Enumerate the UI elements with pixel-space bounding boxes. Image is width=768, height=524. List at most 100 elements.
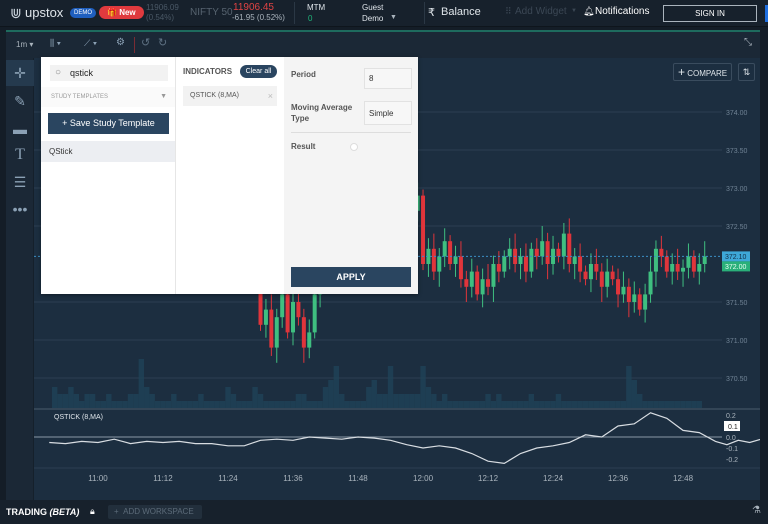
volume-bar xyxy=(696,401,702,408)
candle-body xyxy=(681,267,686,272)
candle-type-icon[interactable]: ⫼ ▾ xyxy=(50,38,62,48)
volume-bar xyxy=(561,401,567,408)
study-dialog: ○ qstick STUDY TEMPLATES ▼ + Save Study … xyxy=(41,57,418,294)
time-tick-label: 11:48 xyxy=(348,474,368,483)
brand-name: upstox xyxy=(25,5,64,20)
candle-body xyxy=(285,294,290,333)
candle-body xyxy=(475,271,480,295)
divider xyxy=(424,2,425,24)
volume-bar xyxy=(51,387,58,408)
more-tools[interactable]: ••• xyxy=(6,196,34,222)
candle-body xyxy=(437,256,442,272)
new-button[interactable]: 🎁 New xyxy=(99,6,144,19)
volume-bar xyxy=(582,401,589,408)
volume-bar xyxy=(111,401,117,408)
price-tick-label: 370.50 xyxy=(726,376,748,383)
candle-body xyxy=(540,241,545,257)
period-label: Period xyxy=(291,70,316,79)
candle-body xyxy=(274,317,279,348)
add-workspace-button[interactable]: + ADD WORKSPACE xyxy=(108,505,202,519)
notifications-button[interactable]: 🔔︎ Notifications xyxy=(583,5,659,21)
volume-bar xyxy=(441,394,448,408)
price-tick-label: 374.00 xyxy=(726,110,748,117)
volume-bar xyxy=(252,387,258,408)
clear-all-button[interactable]: Clear all xyxy=(240,65,277,78)
candle-body xyxy=(486,279,491,287)
candle-body xyxy=(545,241,550,264)
period-input[interactable]: 8 xyxy=(364,68,412,89)
volume-bar xyxy=(246,401,253,408)
drawing-tool-sidebar: ✛ ✎ ▬ T ☰ ••• xyxy=(6,58,34,500)
crosshair-tool[interactable]: ✛ xyxy=(6,60,34,86)
candle-body xyxy=(632,294,637,302)
volume-bar xyxy=(485,394,491,408)
shape-tool[interactable]: ▬ xyxy=(6,116,34,142)
active-indicator-item[interactable]: QSTICK (8,MA) × xyxy=(183,86,277,106)
lines-tool[interactable]: ☰ xyxy=(6,169,34,195)
volume-bar xyxy=(165,401,172,408)
interval-value: 1m xyxy=(16,40,28,49)
volume-bar xyxy=(236,401,242,408)
volume-bar xyxy=(279,401,285,408)
candle-body xyxy=(697,264,702,272)
candle-body xyxy=(529,248,534,272)
drawing-tools-icon[interactable]: ⟋ ▾ xyxy=(84,38,98,48)
volume-bar xyxy=(436,401,442,408)
sign-in-button[interactable]: SIGN IN xyxy=(663,5,757,22)
settings-gear-icon[interactable]: ⚙ xyxy=(116,37,125,48)
compare-button[interactable]: + COMPARE xyxy=(673,63,732,81)
volume-bar xyxy=(241,401,247,408)
candle-body xyxy=(610,271,615,280)
chevron-down-icon: ▼ xyxy=(571,8,577,14)
candle-body xyxy=(648,271,653,295)
volume-bar xyxy=(344,401,350,408)
undo-icon[interactable]: ↺ xyxy=(141,37,151,49)
remove-indicator-icon[interactable]: × xyxy=(267,91,273,101)
bottom-bar: TRADING (BETA) 🔒︎ + ADD WORKSPACE ⚗ xyxy=(0,500,768,524)
lock-icon[interactable]: 🔒︎ xyxy=(90,506,95,516)
ma-type-select[interactable]: Simple xyxy=(364,101,412,125)
candle-body xyxy=(616,279,621,295)
brush-tool[interactable]: ✎ xyxy=(6,88,34,114)
volume-bar xyxy=(555,394,562,408)
collapse-icon[interactable]: ⤡ xyxy=(744,37,752,48)
interval-dropdown[interactable]: 1m ▾ xyxy=(16,40,34,49)
candle-body xyxy=(421,195,426,264)
brush-icon: ✎ xyxy=(14,93,26,109)
candle-body xyxy=(291,302,296,333)
redo-icon[interactable]: ↻ xyxy=(158,37,168,49)
volume-bar xyxy=(133,394,139,408)
result-color-swatch[interactable] xyxy=(350,143,358,151)
balance-button[interactable]: ₹ Balance xyxy=(428,5,488,21)
volume-bar xyxy=(615,401,621,408)
volume-bar xyxy=(447,401,453,408)
text-tool[interactable]: T xyxy=(6,142,34,168)
volume-bar xyxy=(566,401,572,408)
study-templates-dropdown[interactable]: STUDY TEMPLATES ▼ xyxy=(41,87,175,107)
add-widget-button[interactable]: ⠿ Add Widget ▼ xyxy=(505,6,577,20)
indicators-column: INDICATORS Clear all QSTICK (8,MA) × xyxy=(175,57,284,294)
volume-bar xyxy=(599,401,605,408)
search-input[interactable]: ○ qstick xyxy=(50,65,168,81)
mtm-label: MTM xyxy=(307,3,326,12)
indicators-heading: INDICATORS xyxy=(183,67,233,76)
volume-bar xyxy=(609,401,616,408)
grid-icon: ⠿ xyxy=(505,6,512,16)
notifications-label: Notifications xyxy=(595,6,650,17)
volume-bar xyxy=(653,401,659,408)
volume-bar xyxy=(544,401,551,408)
last-price-label: 372.10 xyxy=(725,254,747,261)
workspace-tab[interactable]: TRADING (BETA) xyxy=(6,507,79,517)
flask-icon[interactable]: ⚗ xyxy=(752,505,761,516)
volume-bar xyxy=(79,401,85,408)
save-study-template-button[interactable]: + Save Study Template xyxy=(48,113,169,134)
result-item-qstick[interactable]: QStick xyxy=(41,141,175,162)
edge-accent xyxy=(765,5,768,22)
volume-bar xyxy=(387,366,394,408)
sort-button[interactable]: ⇅ xyxy=(738,63,755,81)
volume-bar xyxy=(371,380,377,408)
volume-bar xyxy=(404,394,410,408)
time-tick-label: 12:12 xyxy=(478,474,499,483)
user-menu[interactable]: Guest Demo ▼ xyxy=(362,2,410,24)
apply-button[interactable]: APPLY xyxy=(291,267,411,287)
